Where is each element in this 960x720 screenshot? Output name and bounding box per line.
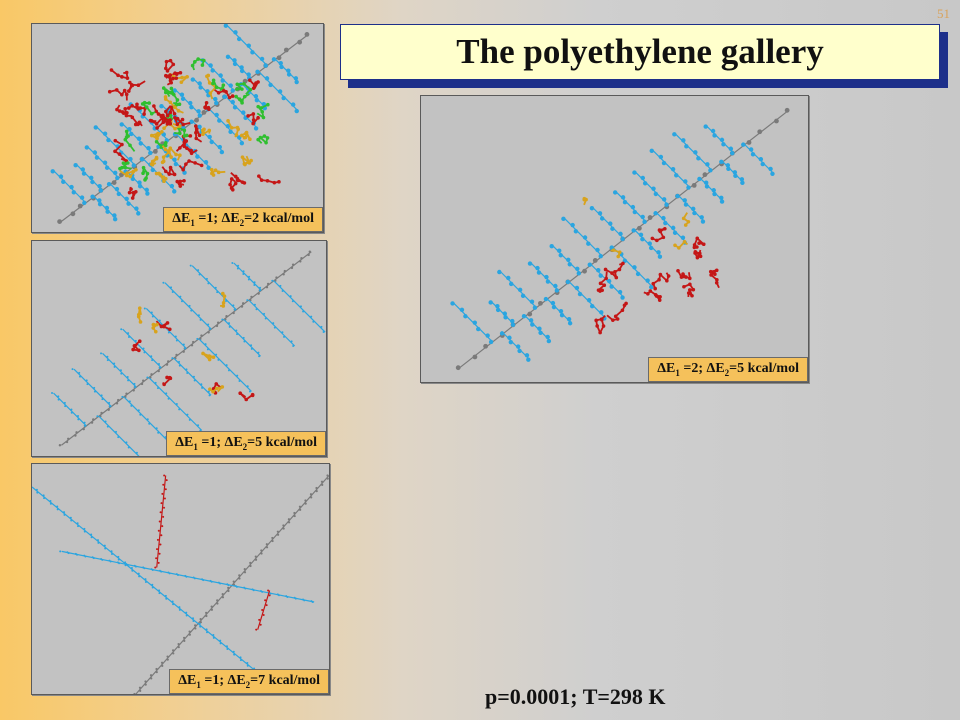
molecule-panel-2: ΔE1 =1; ΔE2=5 kcal/mol — [31, 240, 327, 457]
conditions-footer: p=0.0001; T=298 K — [485, 684, 666, 709]
molecule-panel-3: ΔE1 =1; ΔE2=7 kcal/mol — [31, 463, 330, 695]
unit: kcal/mol — [265, 435, 317, 451]
energy-label-1: ΔE1 =1; ΔE2=2 kcal/mol — [163, 207, 323, 232]
e1-value: 2 — [691, 361, 699, 377]
e2-value: 5 — [737, 361, 745, 377]
e1-value: 1 — [209, 435, 217, 451]
molecule-image-2 — [51, 250, 326, 456]
e2-value: 7 — [258, 673, 266, 689]
energy-label-3: ΔE1 =1; ΔE2=7 kcal/mol — [169, 669, 329, 694]
unit: kcal/mol — [747, 361, 799, 377]
molecule-image-4 — [450, 107, 790, 371]
e1-value: 1 — [206, 211, 214, 227]
e1-value: 1 — [212, 673, 220, 689]
energy-label-2: ΔE1 =1; ΔE2=5 kcal/mol — [166, 431, 326, 456]
molecule-image-1 — [50, 24, 310, 225]
unit: kcal/mol — [262, 211, 314, 227]
molecule-panel-1: ΔE1 =1; ΔE2=2 kcal/mol — [31, 23, 324, 233]
molecule-image-3 — [32, 474, 329, 694]
page-number: 51 — [937, 6, 950, 21]
e2-value: 2 — [252, 211, 260, 227]
e2-value: 5 — [255, 435, 263, 451]
slide-title: The polyethylene gallery — [340, 24, 940, 80]
energy-label-4: ΔE1 =2; ΔE2=5 kcal/mol — [648, 357, 808, 382]
unit: kcal/mol — [268, 673, 320, 689]
molecule-panel-4: ΔE1 =2; ΔE2=5 kcal/mol — [420, 95, 809, 383]
